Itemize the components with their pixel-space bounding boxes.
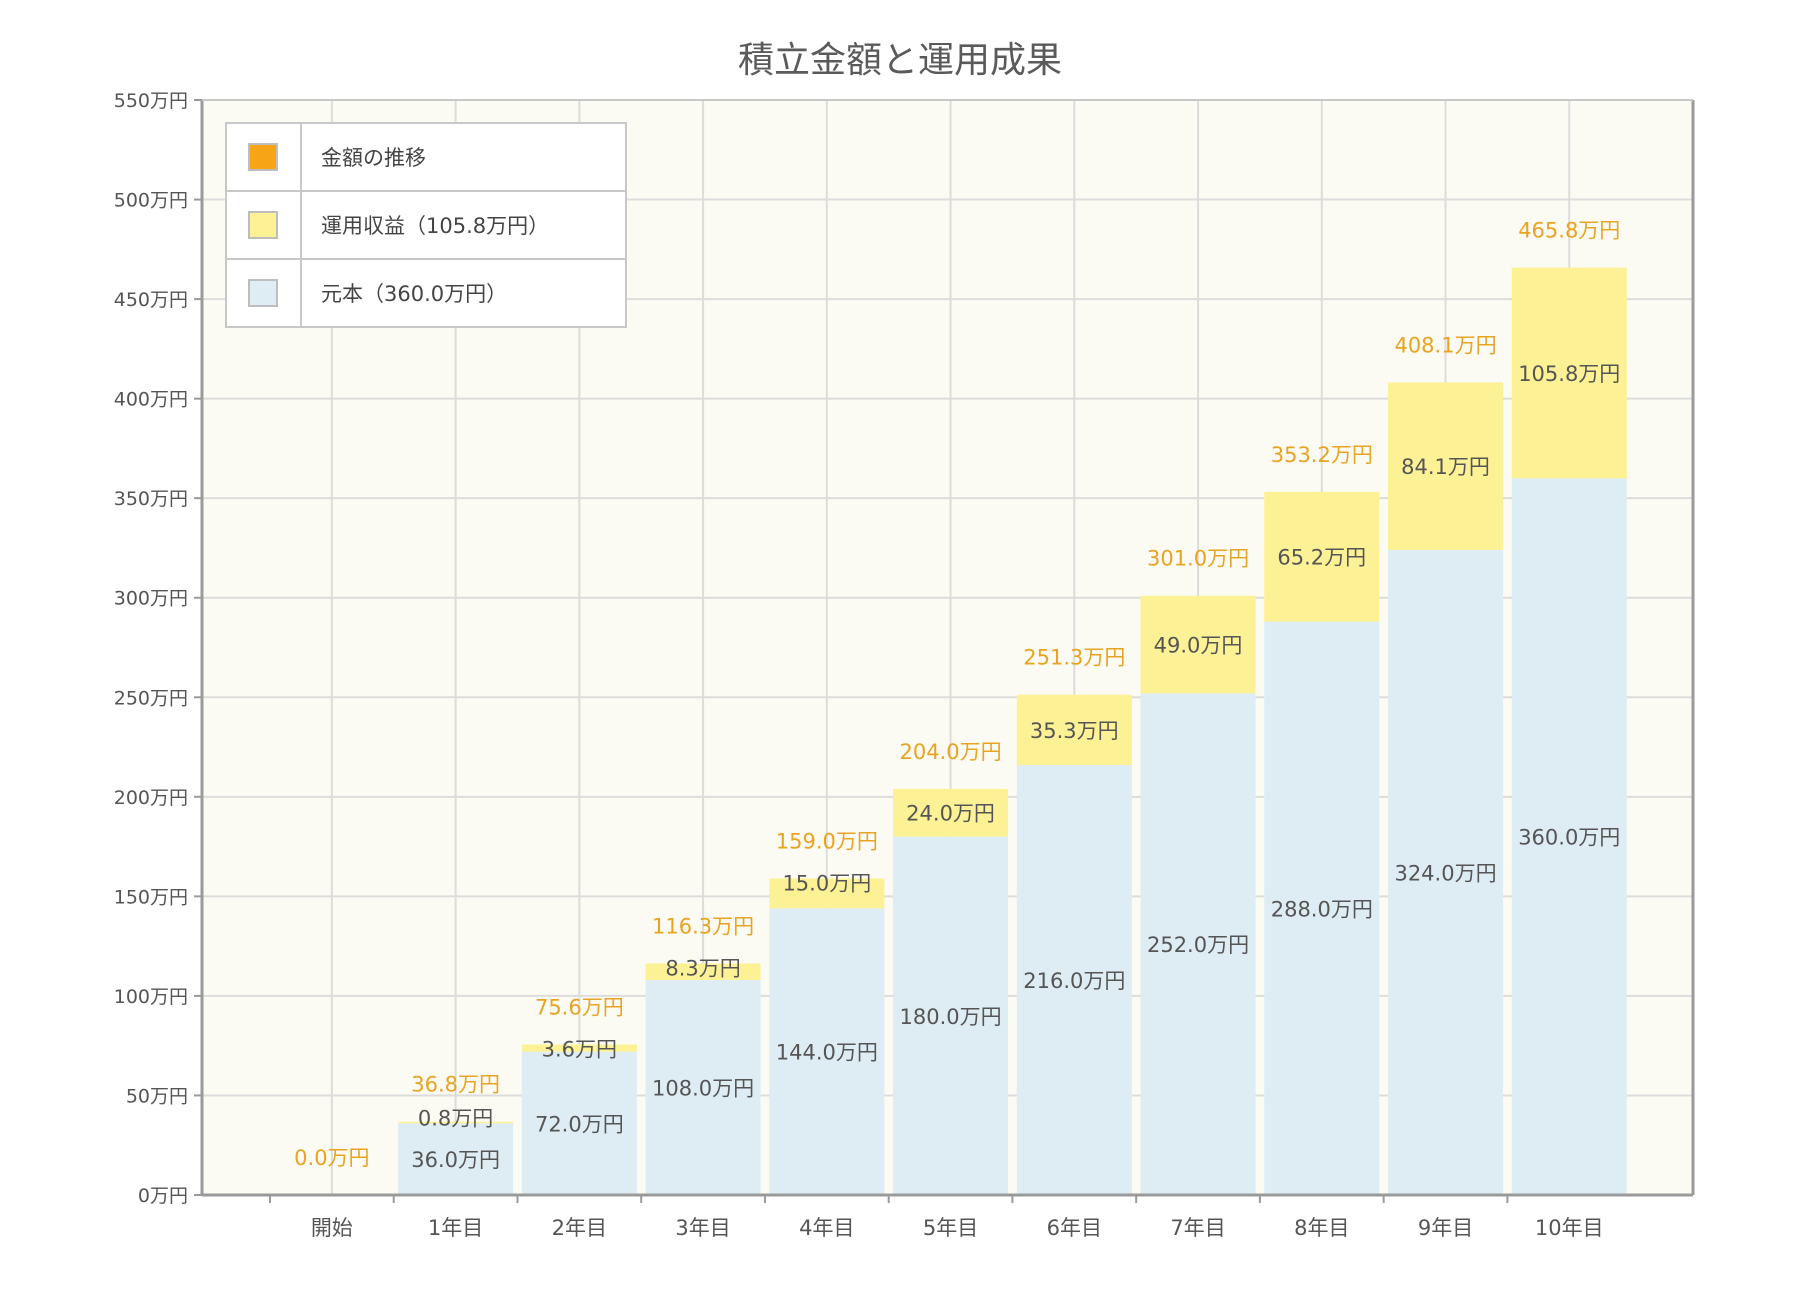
label-total: 75.6万円 (535, 995, 624, 1019)
label-return: 65.2万円 (1277, 546, 1366, 570)
label-total: 353.2万円 (1271, 443, 1373, 467)
x-tick-label: 8年目 (1294, 1216, 1349, 1240)
bar-principal (1264, 621, 1380, 1195)
label-return: 3.6万円 (542, 1037, 617, 1061)
bar-principal (1016, 764, 1132, 1195)
label-return: 49.0万円 (1154, 634, 1243, 658)
x-tick-label: 1年目 (428, 1216, 483, 1240)
label-total: 301.0万円 (1147, 547, 1249, 571)
y-tick-label: 500万円 (114, 190, 188, 212)
x-tick-label: 7年目 (1170, 1216, 1225, 1240)
label-principal: 72.0万円 (535, 1112, 624, 1136)
y-tick-label: 100万円 (114, 986, 188, 1008)
bar-return (1387, 382, 1504, 550)
x-tick-label: 6年目 (1047, 1216, 1102, 1240)
data-labels: 0.0万円 36.0万円 0.8万円 36.8万円 72.0万円 3.6万円 75.6万円 1… (294, 219, 1620, 1173)
bar-return (521, 1044, 637, 1052)
bar-principal (1140, 693, 1256, 1195)
label-total: 0.0万円 (294, 1146, 369, 1170)
chart-title: 積立金額と運用成果 (738, 40, 1062, 81)
label-total: 159.0万円 (776, 829, 878, 853)
label-return: 8.3万円 (665, 956, 740, 980)
bar-return (893, 788, 1009, 837)
bar-return (645, 963, 761, 980)
label-return: 35.3万円 (1030, 719, 1119, 743)
label-return: 24.0万円 (906, 802, 995, 826)
y-tick-label: 450万円 (114, 289, 188, 311)
bar-return (1016, 694, 1132, 765)
x-tick-label: 2年目 (552, 1216, 607, 1240)
bar-principal (398, 1123, 514, 1195)
label-principal: 252.0万円 (1147, 933, 1249, 957)
bar-return (769, 878, 885, 909)
label-total: 465.8万円 (1518, 219, 1620, 243)
label-return: 15.0万円 (782, 871, 871, 895)
x-tick-label: 10年目 (1535, 1216, 1604, 1240)
label-principal: 360.0万円 (1518, 826, 1620, 850)
legend-label: 元本（360.0万円） (321, 282, 507, 306)
label-total: 36.8万円 (411, 1073, 500, 1097)
label-principal: 36.0万円 (411, 1148, 500, 1172)
label-principal: 108.0万円 (652, 1076, 754, 1100)
x-tick-label: 開始 (311, 1216, 353, 1240)
legend-swatch (248, 211, 278, 239)
label-principal: 288.0万円 (1271, 897, 1373, 921)
x-tick-label: 9年目 (1418, 1216, 1473, 1240)
label-return: 0.8万円 (418, 1107, 493, 1131)
bar-principal (645, 979, 761, 1195)
label-principal: 324.0万円 (1394, 861, 1496, 885)
x-tick-label: 4年目 (799, 1216, 854, 1240)
y-tick-label: 400万円 (114, 389, 188, 411)
bar-return (398, 1121, 514, 1124)
label-return: 84.1万円 (1401, 455, 1490, 479)
label-principal: 216.0万円 (1023, 969, 1125, 993)
y-tick-label: 300万円 (114, 588, 188, 610)
bar-principal (1387, 549, 1504, 1195)
bar-principal (769, 908, 885, 1195)
bar-principal (521, 1051, 637, 1195)
legend-label: 運用収益（105.8万円） (321, 214, 549, 238)
legend-swatch (248, 143, 278, 171)
label-principal: 144.0万円 (776, 1041, 878, 1065)
bar-return (1140, 595, 1256, 694)
label-total: 408.1万円 (1394, 334, 1496, 358)
bar-return (1511, 267, 1627, 479)
x-tick-label: 3年目 (675, 1216, 730, 1240)
axes: 0万円 50万円 100万円 150万円 200万円 250万円 300万円 350万円 400… (114, 90, 1695, 1240)
y-tick-label: 550万円 (114, 90, 188, 112)
y-tick-label: 50万円 (126, 1085, 188, 1107)
y-tick-label: 200万円 (114, 787, 188, 809)
bar-principal (893, 836, 1009, 1195)
label-return: 105.8万円 (1518, 362, 1620, 386)
legend-swatch (248, 279, 278, 307)
x-tick-label: 5年目 (923, 1216, 978, 1240)
label-total: 251.3万円 (1023, 646, 1125, 670)
bar-return (1264, 491, 1380, 622)
label-principal: 180.0万円 (900, 1005, 1002, 1029)
y-tick-label: 150万円 (114, 886, 188, 908)
label-total: 204.0万円 (900, 740, 1002, 764)
y-tick-label: 350万円 (114, 488, 188, 510)
label-total: 116.3万円 (652, 914, 754, 938)
y-tick-label: 250万円 (114, 687, 188, 709)
bars (398, 267, 1627, 1196)
legend-label: 金額の推移 (321, 146, 426, 170)
bar-principal (1511, 478, 1627, 1196)
y-tick-label: 0万円 (138, 1185, 188, 1207)
legend-box (225, 122, 627, 328)
